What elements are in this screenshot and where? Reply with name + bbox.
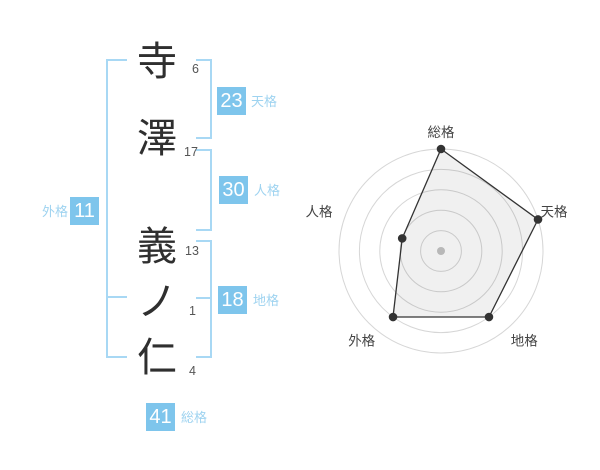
radar-vertex-dot [484, 312, 494, 322]
radar-ring [420, 230, 462, 272]
name-char-2: 澤 [137, 117, 177, 161]
radar-axis-label: 人格 [306, 204, 333, 219]
bracket-arm [196, 59, 210, 61]
bracket-arm [196, 137, 210, 139]
stroke-count-3: 13 [185, 244, 199, 258]
radar-axis-label: 天格 [541, 204, 569, 219]
stroke-count-5: 4 [189, 364, 196, 378]
bracket-arm [108, 59, 127, 61]
bracket-arm [108, 296, 127, 298]
jinkaku-label: 人格 [254, 183, 281, 198]
jinkaku-bracket [196, 149, 212, 231]
gaikaku-value-box: 11 [70, 197, 99, 225]
radar-axis-label: 地格 [511, 334, 539, 349]
radar-center-dot [437, 247, 445, 255]
bracket-arm [196, 240, 210, 242]
tenkaku-value-box: 23 [217, 87, 246, 115]
radar-axis-label: 外格 [348, 334, 375, 349]
radar-polygon [392, 147, 539, 318]
name-char-4: ノ [137, 280, 177, 324]
radar-vertex-dot [533, 215, 543, 224]
bracket-arm [108, 356, 127, 358]
soukaku-label: 総格 [181, 410, 208, 425]
bracket-arm [196, 356, 210, 358]
soukaku-value-box: 41 [146, 403, 175, 431]
bracket-arm [196, 297, 210, 299]
chikaku-label: 地格 [253, 293, 280, 308]
radar-vertex-dot [388, 312, 398, 322]
name-char-5: 仁 [137, 336, 177, 380]
jinkaku-value-box: 30 [219, 176, 248, 204]
bracket-arm [196, 149, 210, 151]
chikaku-value-box: 18 [218, 286, 247, 314]
tenkaku-label: 天格 [251, 94, 278, 109]
bracket-arm [196, 229, 210, 231]
radar-vertex-dot [436, 144, 446, 154]
stroke-count-2: 17 [184, 145, 198, 159]
gaikaku-bracket [106, 59, 127, 358]
radar-ring [379, 189, 503, 313]
chikaku-bracket [196, 240, 212, 358]
name-char-3: 義 [137, 225, 177, 269]
stroke-count-4: 1 [189, 304, 196, 318]
radar-vertex-dot [397, 234, 407, 243]
stroke-count-1: 6 [192, 62, 199, 76]
gaikaku-label: 外格 [42, 204, 69, 219]
radar-axis-label: 総格 [428, 125, 455, 140]
tenkaku-bracket [196, 59, 212, 139]
name-char-1: 寺 [137, 40, 177, 84]
